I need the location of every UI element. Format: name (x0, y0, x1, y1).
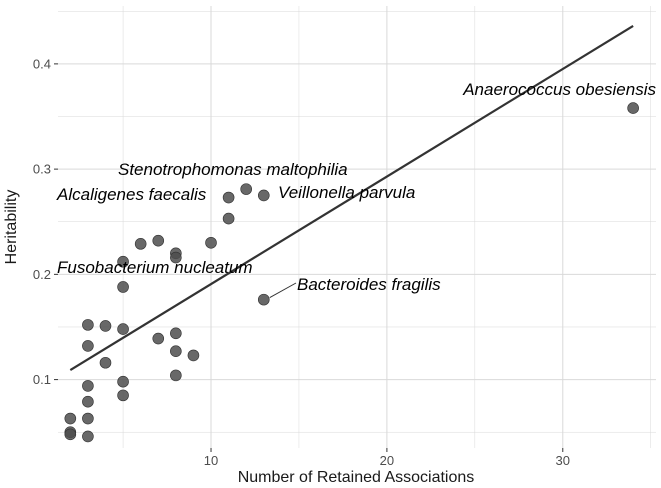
data-point (117, 375, 129, 388)
data-point (240, 183, 252, 195)
annotations: Anaerococcus obesiensis Stenotrophomonas… (56, 80, 656, 294)
data-point (152, 234, 165, 247)
y-tick-label: 0.4 (33, 56, 51, 71)
data-point (117, 255, 129, 268)
data-point (64, 412, 77, 425)
data-point (257, 293, 270, 306)
data-point (187, 349, 200, 362)
data-point (170, 345, 182, 357)
annotation-anaerococcus-obesiensis: Anaerococcus obesiensis (462, 80, 656, 99)
x-tick-label: 30 (556, 453, 570, 468)
data-point (117, 323, 129, 335)
trend-line (69, 25, 634, 372)
data-point (170, 327, 182, 340)
annotation-bacteroides-fragilis: Bacteroides fragilis (297, 275, 441, 294)
x-axis-ticks: 10 20 30 (204, 448, 570, 468)
trend-line-group (69, 25, 634, 372)
data-point (64, 428, 77, 441)
y-tick-label: 0.2 (33, 267, 51, 282)
data-point (257, 189, 270, 202)
data-point (117, 281, 129, 293)
y-axis-ticks: 0.1 0.2 0.3 0.4 (33, 56, 58, 387)
data-point (170, 251, 182, 264)
x-tick-label: 20 (380, 453, 394, 468)
annotation-veillonella-parvula: Veillonella parvula (278, 183, 415, 202)
data-point (627, 102, 639, 114)
annotation-leader-bacteroides-fragilis (269, 282, 297, 299)
annotation-alcaligenes-faecalis: Alcaligenes faecalis (56, 185, 207, 204)
annotation-fusobacterium-nucleatum: Fusobacterium nucleatum (57, 258, 253, 277)
data-point (117, 389, 129, 402)
data-point (99, 356, 112, 369)
data-point (222, 212, 235, 225)
annotation-stenotrophomonas-maltophilia: Stenotrophomonas maltophilia (118, 160, 348, 179)
data-point (170, 369, 182, 382)
y-axis-title: Heritability (3, 190, 20, 265)
grid-lines (58, 6, 656, 448)
data-point (82, 395, 94, 408)
data-point (82, 319, 94, 331)
data-point (134, 238, 147, 250)
data-point (205, 236, 217, 249)
data-point (82, 340, 94, 352)
data-point (222, 191, 235, 204)
data-point (82, 430, 94, 443)
x-tick-label: 10 (204, 453, 218, 468)
annotation-leader-lines (269, 282, 297, 299)
y-tick-label: 0.1 (33, 372, 51, 387)
y-tick-label: 0.3 (33, 162, 51, 177)
data-points (64, 102, 639, 443)
data-point (82, 380, 94, 392)
data-point (152, 332, 165, 345)
data-point (82, 412, 94, 425)
data-point (99, 320, 112, 332)
x-axis-title: Number of Retained Associations (238, 469, 475, 486)
